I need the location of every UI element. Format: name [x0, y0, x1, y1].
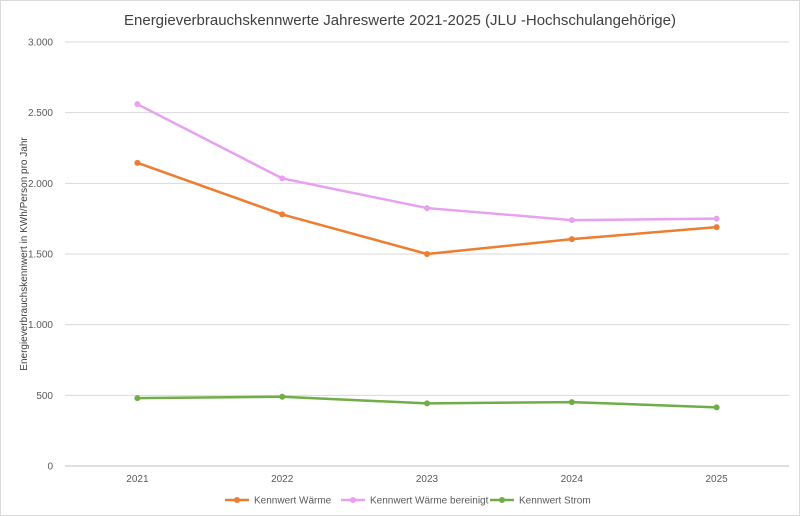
y-tick-label: 3.000	[28, 38, 53, 49]
data-point	[424, 251, 430, 257]
series-lines	[134, 101, 720, 411]
y-axis-ticks: 0 500 1.000 1.500 2.000 2.500 3.000	[28, 38, 53, 473]
x-tick-label: 2024	[561, 474, 584, 485]
data-point	[134, 159, 141, 166]
data-point	[713, 224, 720, 231]
data-point	[134, 101, 141, 108]
data-point	[279, 175, 286, 182]
y-tick-label: 0	[47, 462, 53, 473]
y-tick-label: 2.000	[28, 179, 53, 190]
legend: Kennwert Wärme Kennwert Wärme bereinigt Ke…	[225, 496, 591, 507]
data-point	[568, 399, 575, 406]
legend-label: Kennwert Wärme	[254, 496, 332, 507]
legend-swatch-marker	[234, 497, 240, 503]
data-point	[568, 236, 575, 243]
legend-label: Kennwert Strom	[519, 496, 591, 507]
legend-swatch-marker	[350, 497, 356, 503]
y-tick-label: 500	[36, 391, 53, 402]
legend-label: Kennwert Wärme bereinigt	[370, 496, 489, 507]
data-point	[713, 404, 720, 411]
series-line	[136, 102, 718, 222]
series	[134, 393, 720, 411]
y-tick-label: 1.500	[28, 250, 53, 261]
data-point	[713, 215, 720, 222]
data-point	[279, 393, 286, 400]
y-tick-label: 1.000	[28, 320, 53, 331]
legend-item: Kennwert Wärme	[225, 496, 332, 507]
series	[134, 159, 720, 257]
legend-item: Kennwert Wärme bereinigt	[341, 496, 489, 507]
legend-swatch-marker	[499, 497, 505, 503]
y-tick-label: 2.500	[28, 108, 53, 119]
x-tick-label: 2025	[705, 474, 728, 485]
x-tick-label: 2022	[271, 474, 294, 485]
legend-item: Kennwert Strom	[490, 496, 591, 507]
x-tick-label: 2023	[416, 474, 439, 485]
data-point	[134, 395, 141, 402]
chart-title: Energieverbrauchskennwerte Jahreswerte 2…	[124, 12, 676, 29]
series	[134, 101, 720, 224]
y-axis-label: Energieverbrauchskennwert in KWh/Person …	[19, 137, 30, 371]
data-point	[424, 205, 430, 212]
x-tick-label: 2021	[126, 474, 149, 485]
data-point	[424, 400, 430, 407]
data-point	[279, 211, 286, 218]
gridlines	[65, 41, 789, 467]
x-axis-ticks: 2021 2022 2023 2024 2025	[126, 474, 728, 485]
data-point	[568, 217, 575, 224]
